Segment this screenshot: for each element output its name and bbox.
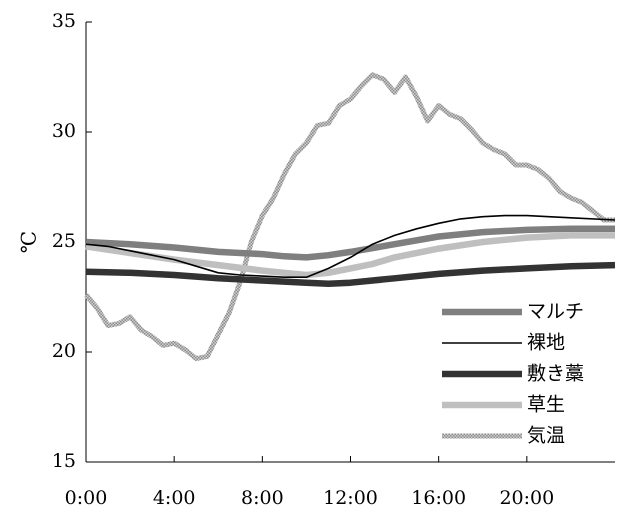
series-line-裸地	[85, 214, 616, 278]
legend-label: 気温	[527, 425, 565, 447]
plot-lines	[84, 72, 616, 362]
legend-item: 敷き藁	[442, 363, 584, 385]
y-tick-label: 20	[52, 340, 76, 362]
series-line-草生	[85, 232, 615, 279]
y-tick-label: 30	[52, 120, 76, 142]
legend-label: 裸地	[527, 332, 565, 354]
x-ticks: 0:00 4:00 8:00 12:00 16:00 20:00	[65, 456, 554, 509]
x-tick-label: 20:00	[499, 487, 554, 509]
legend-label: マルチ	[527, 301, 584, 323]
legend-item: マルチ	[442, 301, 584, 323]
x-tick-label: 4:00	[153, 487, 196, 509]
y-axis-label: ℃	[17, 231, 41, 253]
series-line-気温	[84, 72, 615, 362]
x-tick-label: 8:00	[241, 487, 284, 509]
y-axis: 15 20 25 30 35 ℃	[17, 10, 92, 472]
x-tick-label: 12:00	[323, 487, 378, 509]
legend-label: 敷き藁	[527, 363, 584, 385]
x-tick-label: 16:00	[411, 487, 466, 509]
x-axis: 0:00 4:00 8:00 12:00 16:00 20:00	[65, 456, 615, 509]
y-tick-label: 35	[52, 10, 76, 32]
legend-item: 裸地	[442, 332, 565, 354]
legend-item: 草生	[442, 394, 565, 416]
y-tick-label: 25	[52, 230, 76, 252]
y-ticks: 15 20 25 30 35	[52, 10, 92, 472]
series-line-敷き藁	[85, 261, 616, 288]
legend-item: 気温	[442, 425, 565, 447]
series-line-マルチ	[85, 225, 615, 261]
x-tick-label: 0:00	[65, 487, 108, 509]
y-tick-label: 15	[52, 450, 76, 472]
legend-label: 草生	[527, 394, 565, 416]
